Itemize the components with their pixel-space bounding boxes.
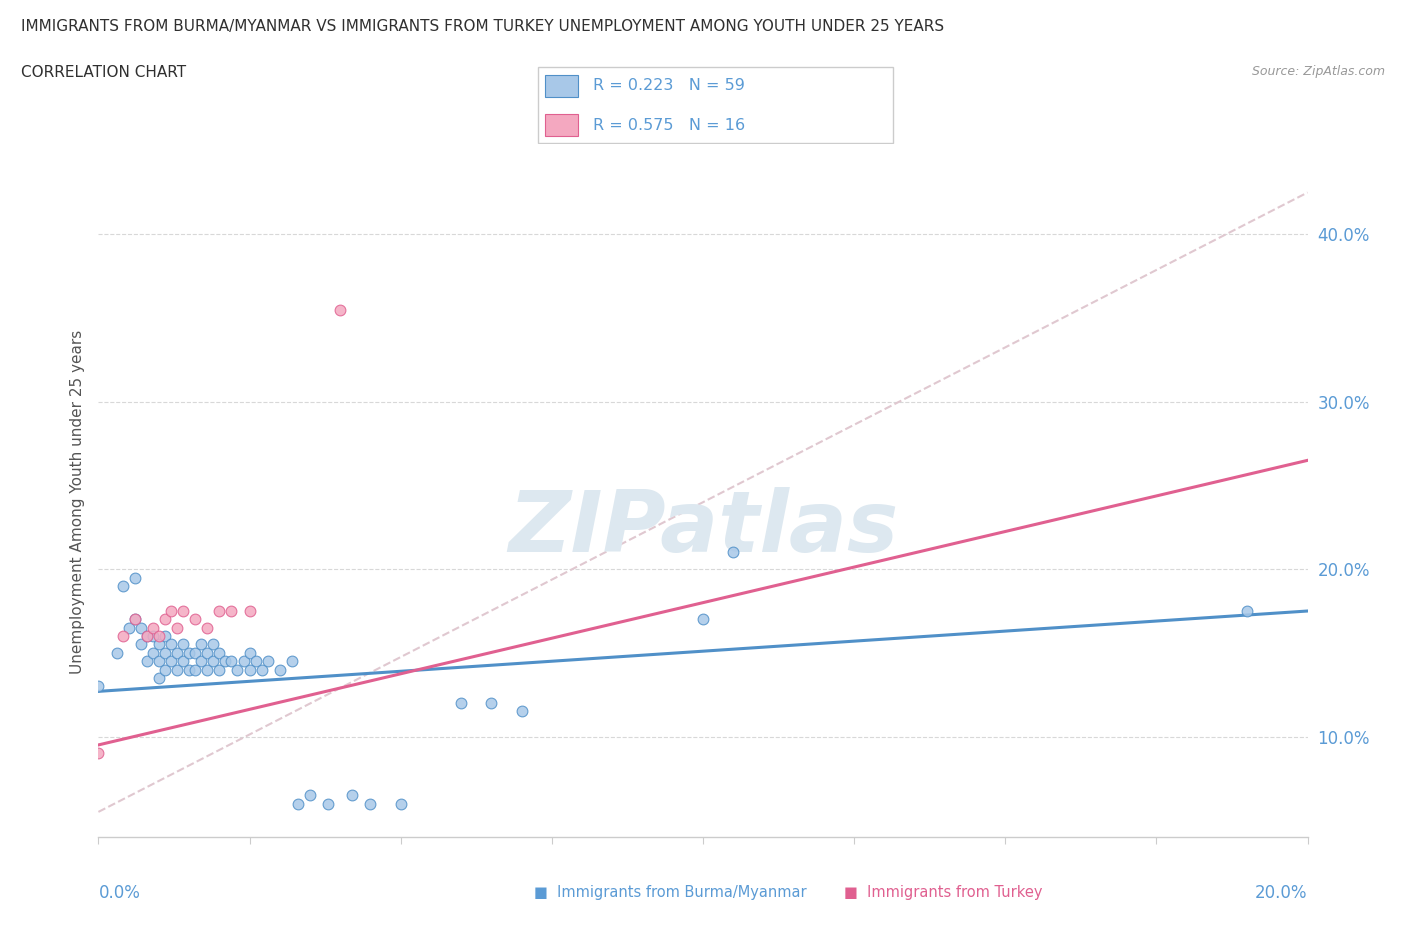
- Point: [1236, 604, 1258, 618]
- Point: [153, 662, 176, 677]
- Point: [281, 654, 304, 669]
- Text: CORRELATION CHART: CORRELATION CHART: [21, 65, 186, 80]
- Text: ZIPatlas: ZIPatlas: [508, 487, 898, 570]
- Point: [129, 637, 152, 652]
- Point: [256, 654, 278, 669]
- Text: IMMIGRANTS FROM BURMA/MYANMAR VS IMMIGRANTS FROM TURKEY UNEMPLOYMENT AMONG YOUTH: IMMIGRANTS FROM BURMA/MYANMAR VS IMMIGRA…: [21, 19, 945, 33]
- Point: [221, 654, 243, 669]
- Point: [360, 796, 382, 811]
- Text: 0.0%: 0.0%: [98, 884, 141, 902]
- Point: [190, 654, 212, 669]
- Point: [111, 578, 134, 593]
- Point: [232, 654, 254, 669]
- Point: [148, 671, 170, 685]
- Point: [148, 629, 170, 644]
- Point: [342, 788, 364, 803]
- Point: [160, 637, 183, 652]
- Point: [208, 662, 231, 677]
- Point: [226, 662, 249, 677]
- Point: [179, 645, 201, 660]
- Point: [184, 612, 207, 627]
- Point: [239, 645, 262, 660]
- Point: [142, 620, 165, 635]
- Point: [87, 746, 110, 761]
- Point: [135, 654, 157, 669]
- Point: [153, 629, 176, 644]
- Point: [153, 645, 176, 660]
- Point: [299, 788, 322, 803]
- Point: [190, 637, 212, 652]
- Point: [105, 645, 128, 660]
- Point: [245, 654, 267, 669]
- Point: [481, 696, 503, 711]
- Point: [221, 604, 243, 618]
- Point: [172, 604, 194, 618]
- Point: [389, 796, 412, 811]
- Point: [287, 796, 309, 811]
- Point: [195, 662, 218, 677]
- Point: [166, 662, 188, 677]
- Point: [142, 629, 165, 644]
- Text: ■  Immigrants from Turkey: ■ Immigrants from Turkey: [844, 885, 1042, 900]
- Text: 20.0%: 20.0%: [1256, 884, 1308, 902]
- Point: [179, 662, 201, 677]
- Point: [87, 679, 110, 694]
- Point: [166, 645, 188, 660]
- Point: [129, 620, 152, 635]
- Point: [316, 796, 339, 811]
- Text: R = 0.575   N = 16: R = 0.575 N = 16: [593, 118, 745, 133]
- Point: [160, 654, 183, 669]
- Point: [450, 696, 472, 711]
- Point: [111, 629, 134, 644]
- Point: [195, 645, 218, 660]
- Point: [135, 629, 157, 644]
- Point: [124, 612, 146, 627]
- Point: [184, 645, 207, 660]
- Y-axis label: Unemployment Among Youth under 25 years: Unemployment Among Youth under 25 years: [69, 330, 84, 674]
- Point: [153, 612, 176, 627]
- Point: [329, 302, 352, 317]
- Point: [195, 620, 218, 635]
- FancyBboxPatch shape: [538, 68, 893, 142]
- Point: [172, 654, 194, 669]
- Bar: [546, 74, 578, 97]
- Point: [166, 620, 188, 635]
- Bar: [546, 114, 578, 137]
- Text: ■  Immigrants from Burma/Myanmar: ■ Immigrants from Burma/Myanmar: [534, 885, 807, 900]
- Point: [239, 604, 262, 618]
- Point: [184, 662, 207, 677]
- Point: [214, 654, 236, 669]
- Point: [142, 645, 165, 660]
- Point: [250, 662, 273, 677]
- Point: [208, 645, 231, 660]
- Point: [202, 654, 225, 669]
- Text: R = 0.223   N = 59: R = 0.223 N = 59: [593, 78, 745, 93]
- Point: [148, 654, 170, 669]
- Point: [160, 604, 183, 618]
- Point: [124, 612, 146, 627]
- Point: [118, 620, 141, 635]
- Point: [202, 637, 225, 652]
- Point: [723, 545, 745, 560]
- Point: [239, 662, 262, 677]
- Point: [692, 612, 714, 627]
- Point: [510, 704, 533, 719]
- Point: [269, 662, 291, 677]
- Point: [172, 637, 194, 652]
- Point: [135, 629, 157, 644]
- Point: [124, 570, 146, 585]
- Point: [208, 604, 231, 618]
- Text: Source: ZipAtlas.com: Source: ZipAtlas.com: [1251, 65, 1385, 78]
- Point: [148, 637, 170, 652]
